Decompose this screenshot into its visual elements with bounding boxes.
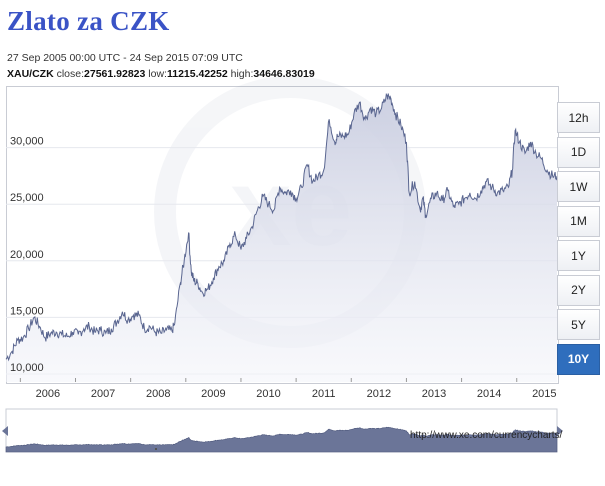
x-tick-label: 2008: [146, 388, 170, 400]
y-tick-label: 30,000: [10, 136, 44, 148]
date-range: 27 Sep 2005 00:00 UTC - 24 Sep 2015 07:0…: [7, 52, 243, 64]
timeframe-button-10y[interactable]: 10Y: [557, 343, 600, 375]
x-tick-label: 2009: [201, 388, 225, 400]
price-line: [5, 92, 558, 362]
y-tick-label: 10,000: [10, 362, 44, 374]
high-value: 34646.83019: [253, 68, 315, 80]
navigator-left-handle[interactable]: [2, 426, 8, 436]
timeframe-button-1w[interactable]: 1W: [557, 171, 600, 202]
timeframe-button-1m[interactable]: 1M: [557, 205, 600, 237]
timeframe-button-2y[interactable]: 2Y: [557, 274, 600, 306]
low-value: 11215.42252: [166, 68, 228, 80]
x-tick-label: 2010: [256, 388, 280, 400]
timeframe-button-5y[interactable]: 5Y: [557, 309, 600, 340]
x-tick-label: 2006: [36, 388, 60, 400]
close-value: 27561.92823: [84, 68, 146, 80]
y-tick-label: 15,000: [10, 305, 44, 317]
stray-dot: [155, 448, 157, 450]
timeframe-button-1y[interactable]: 1Y: [557, 240, 600, 271]
y-tick-label: 25,000: [10, 192, 44, 204]
x-tick-label: 2015: [532, 388, 556, 400]
pair-label: XAU/CZK: [7, 68, 54, 80]
pair-stats: XAU/CZK close:27561.92823 low:11215.4225…: [7, 68, 315, 80]
low-label: low:: [148, 68, 167, 80]
timeframe-button-1d[interactable]: 1D: [557, 136, 600, 168]
x-tick-label: 2014: [477, 388, 501, 400]
navigator-right-handle[interactable]: [557, 426, 563, 436]
x-tick-label: 2011: [312, 388, 336, 400]
x-tick-label: 2007: [91, 388, 115, 400]
timeframe-button-12h[interactable]: 12h: [557, 102, 600, 133]
x-tick-label: 2012: [367, 388, 391, 400]
y-tick-label: 20,000: [10, 249, 44, 261]
navigator-area: [5, 426, 558, 453]
source-url: http://www.xe.com/currencycharts/: [410, 430, 563, 441]
high-label: high:: [230, 68, 254, 80]
x-tick-label: 2013: [422, 388, 446, 400]
page-title: Zlato za CZK: [7, 6, 170, 36]
close-label: close:: [56, 68, 85, 80]
price-area-fill: [6, 93, 557, 382]
